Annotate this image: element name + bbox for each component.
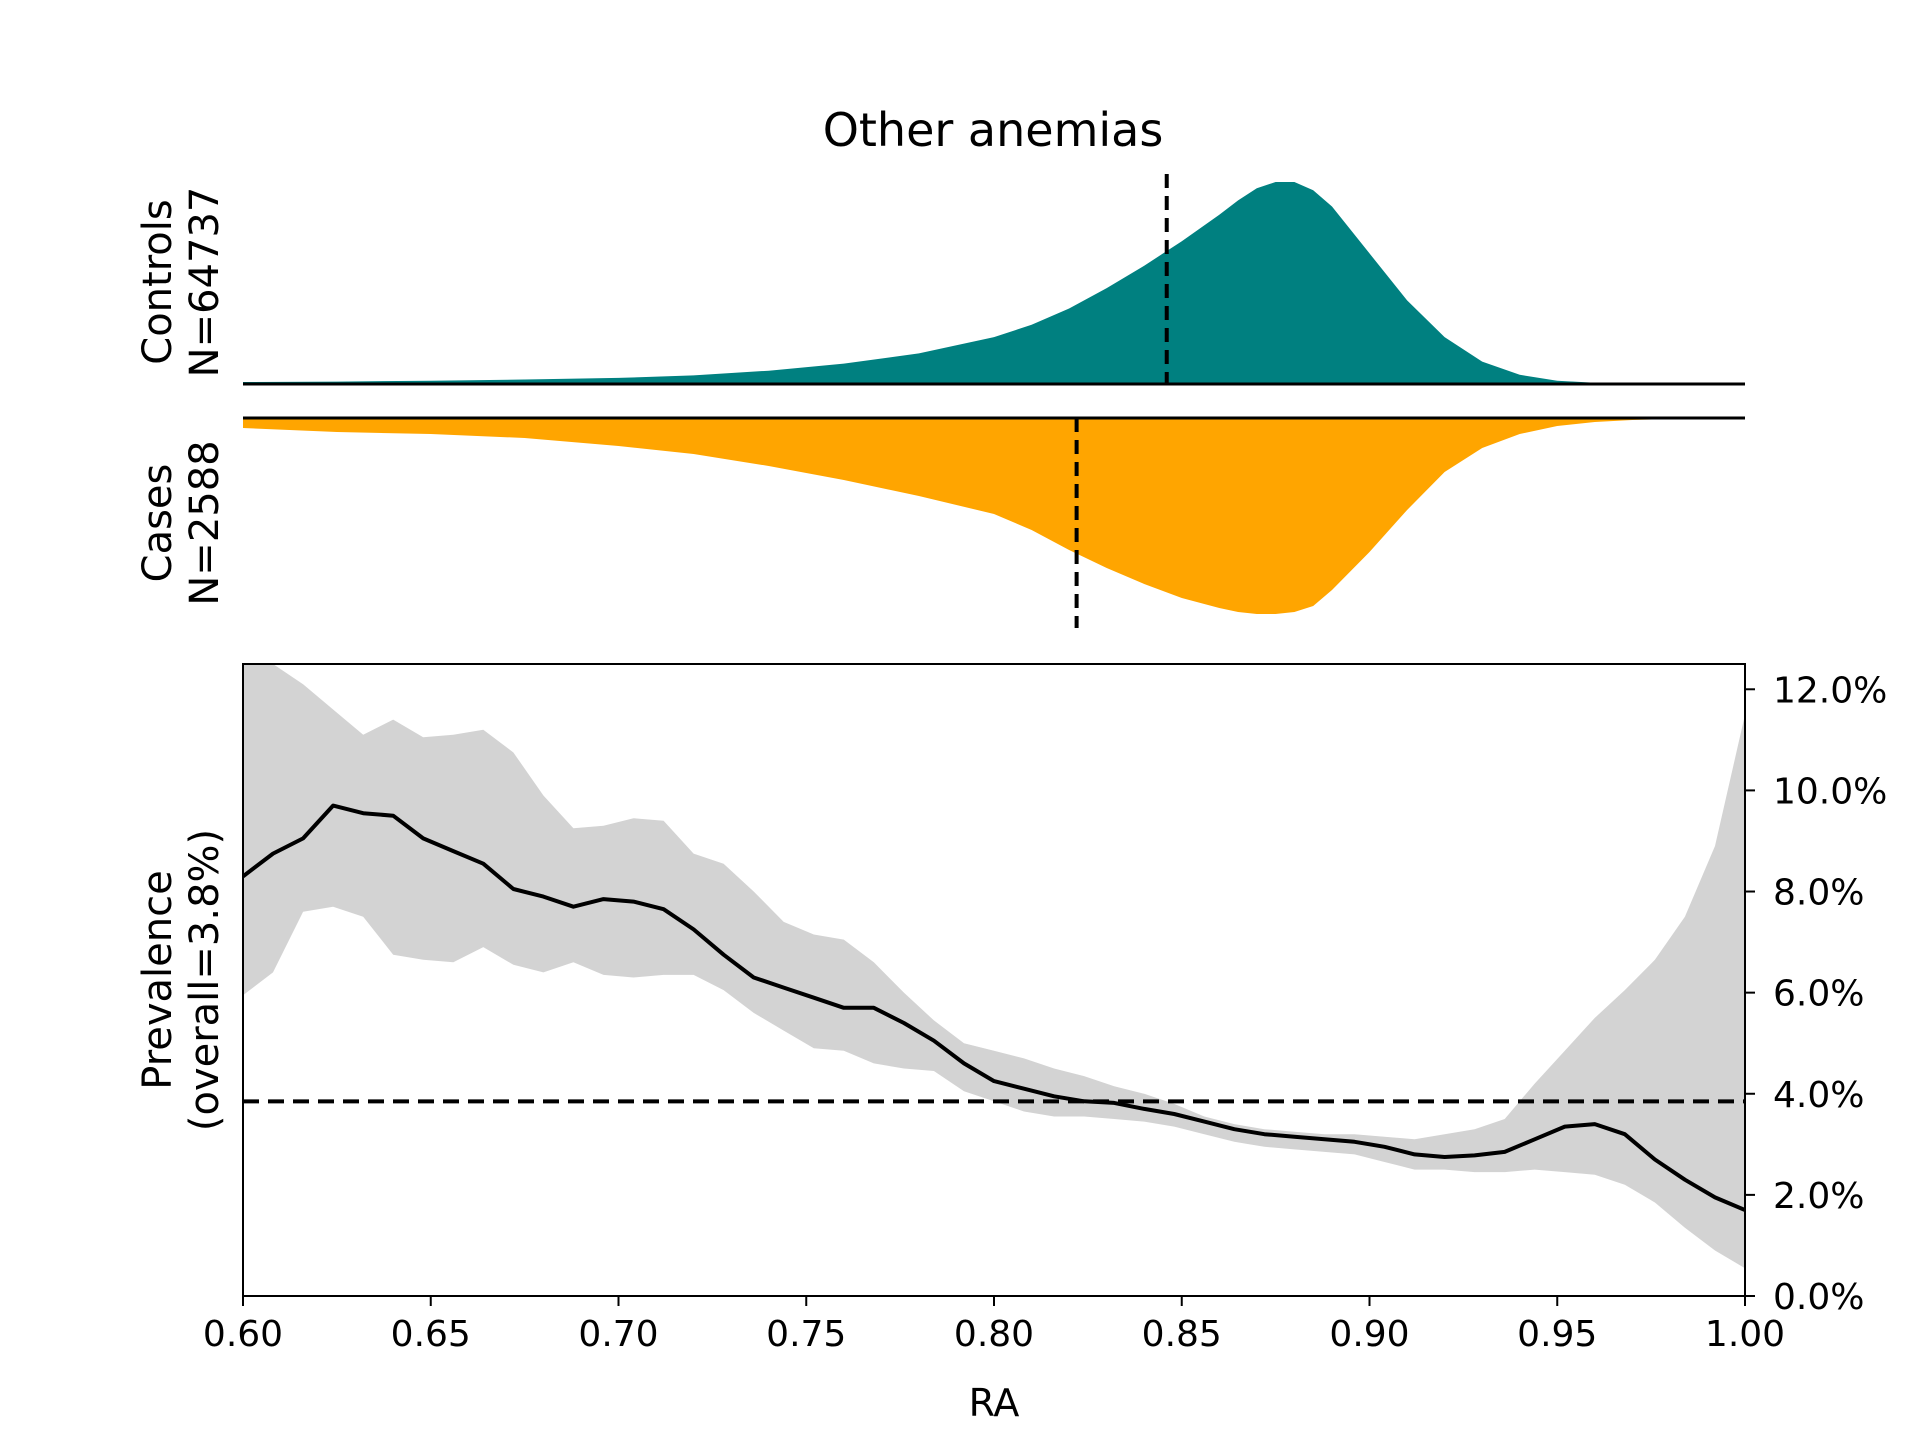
y-tick-label: 6.0% (1773, 974, 1864, 1015)
y-axis-right: 0.0% 2.0% 4.0% 6.0% 8.0% 10.0% 12.0% (1745, 670, 1887, 1318)
cases-density-area (243, 418, 1745, 614)
controls-density-panel: Controls N=64737 (135, 174, 1745, 386)
controls-density-area (243, 182, 1745, 384)
y-tick-label: 2.0% (1773, 1176, 1864, 1217)
x-tick-label: 0.80 (954, 1314, 1034, 1355)
x-tick-label: 1.00 (1705, 1314, 1785, 1355)
x-tick-label: 0.85 (1142, 1314, 1222, 1355)
y-axis-label-overall: (overall=3.8%) (182, 829, 228, 1131)
y-tick-label: 4.0% (1773, 1075, 1864, 1116)
cases-count-label: N=2588 (182, 440, 228, 605)
y-tick-label: 0.0% (1773, 1277, 1864, 1318)
x-tick-label: 0.95 (1517, 1314, 1597, 1355)
x-tick-label: 0.90 (1329, 1314, 1409, 1355)
x-axis-label: RA (969, 1381, 1020, 1425)
y-tick-label: 8.0% (1773, 873, 1864, 914)
y-axis-label: Prevalence (135, 870, 181, 1089)
controls-count-label: N=64737 (182, 187, 228, 378)
y-tick-label: 12.0% (1773, 670, 1887, 711)
x-tick-label: 0.70 (578, 1314, 658, 1355)
controls-label: Controls (135, 199, 181, 364)
prevalence-line (243, 803, 1745, 1212)
chart-title: Other anemias (823, 103, 1164, 157)
x-tick-label: 0.65 (391, 1314, 471, 1355)
confidence-band (243, 664, 1745, 1269)
x-tick-label: 0.75 (766, 1314, 846, 1355)
x-tick-label: 0.60 (203, 1314, 283, 1355)
prevalence-panel: 0.60 0.65 0.70 0.75 0.80 0.85 0.90 0.95 1.00 0.0… (135, 663, 1887, 1425)
cases-label: Cases (135, 464, 181, 583)
y-tick-label: 10.0% (1773, 771, 1887, 812)
cases-density-panel: Cases N=2588 (135, 416, 1745, 628)
x-axis: 0.60 0.65 0.70 0.75 0.80 0.85 0.90 0.95 1.00 (203, 1296, 1785, 1355)
